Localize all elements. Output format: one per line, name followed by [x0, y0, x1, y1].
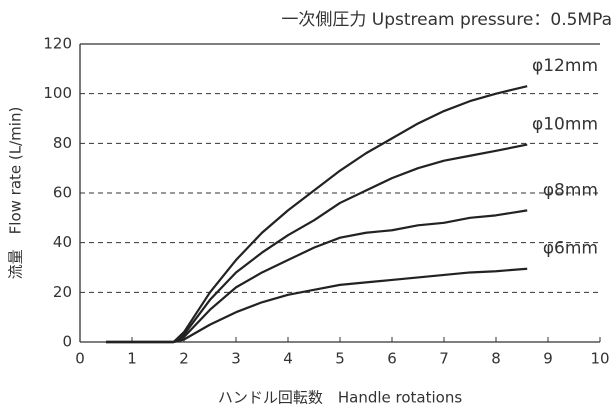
x-tick-label: 3: [231, 350, 241, 368]
series-label: φ10mm: [532, 115, 598, 135]
series-line: [106, 85, 528, 344]
y-tick-label: 20: [53, 283, 72, 301]
series-label: φ12mm: [532, 56, 598, 76]
x-tick-label: 6: [387, 350, 397, 368]
series-line: [106, 267, 528, 344]
x-tick-label: 9: [543, 350, 553, 368]
x-tick-label: 2: [179, 350, 189, 368]
y-tick-label: 0: [62, 333, 72, 351]
y-tick-label: 40: [53, 233, 72, 251]
x-tick-label: 0: [75, 350, 85, 368]
y-tick-label: 60: [53, 184, 72, 202]
x-tick-label: 5: [335, 350, 345, 368]
series-label: φ8mm: [543, 180, 598, 200]
y-axis-label: 流量 Flow rate (L/min): [7, 107, 25, 280]
y-tick-label: 80: [53, 134, 72, 152]
x-axis-label: ハンドル回転数 Handle rotations: [218, 389, 462, 407]
x-tick-label: 8: [491, 350, 501, 368]
x-tick-label: 10: [590, 350, 609, 368]
series-line: [106, 209, 528, 344]
x-tick-label: 7: [439, 350, 449, 368]
y-tick-label: 100: [43, 84, 72, 102]
x-tick-label: 4: [283, 350, 293, 368]
series-label: φ6mm: [543, 239, 598, 259]
x-tick-label: 1: [127, 350, 137, 368]
chart-title: 一次側圧力 Upstream pressure：0.5MPa: [281, 10, 612, 30]
series-line: [106, 143, 528, 344]
y-tick-label: 120: [43, 35, 72, 53]
